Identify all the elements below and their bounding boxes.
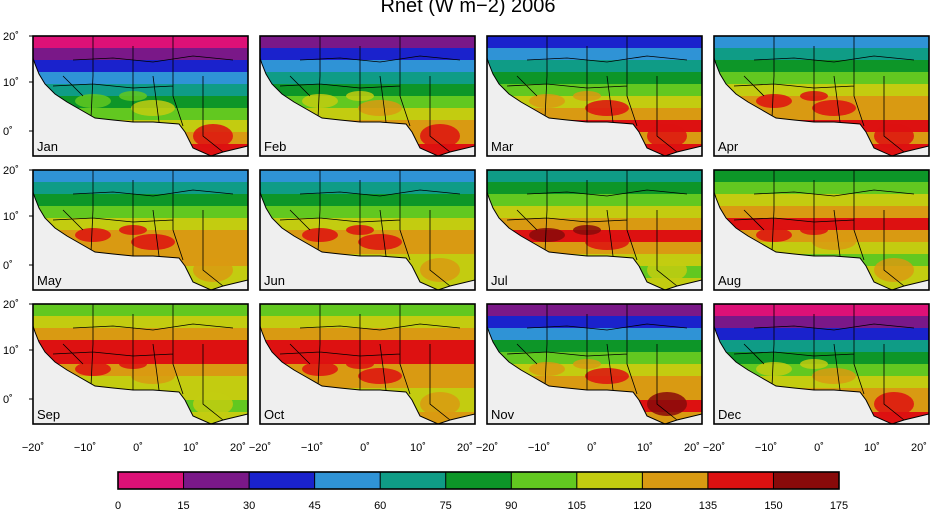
month-label: Feb bbox=[264, 139, 286, 154]
colorbar-swatch bbox=[511, 472, 578, 489]
lon-tick-label: −10˚ bbox=[74, 442, 96, 454]
lat-tick-label: 10˚ bbox=[3, 345, 19, 357]
lon-tick-label: 20˚ bbox=[457, 442, 473, 454]
lon-tick-label: 10˚ bbox=[864, 442, 880, 454]
lat-tick-label: 10˚ bbox=[3, 211, 19, 223]
map-panel-aug: Aug bbox=[713, 169, 930, 291]
lon-tick-label: −10˚ bbox=[755, 442, 777, 454]
map-panel-jun: Jun bbox=[259, 169, 476, 291]
lon-tick-label: 20˚ bbox=[684, 442, 700, 454]
map-panel-nov: Nov bbox=[486, 303, 703, 425]
colorbar-swatch bbox=[183, 472, 250, 489]
lat-tick-label: 10˚ bbox=[3, 77, 19, 89]
map-panel-jul: Jul bbox=[486, 169, 703, 291]
month-label: Mar bbox=[491, 139, 514, 154]
colorbar-tick-label: 175 bbox=[830, 500, 848, 512]
colorbar-swatch bbox=[380, 472, 447, 489]
map-panel-may: May bbox=[32, 169, 249, 291]
map-panel-dec: Dec bbox=[713, 303, 930, 425]
lon-tick-label: −20˚ bbox=[703, 442, 725, 454]
lon-tick-label: 0˚ bbox=[360, 442, 370, 454]
lat-tick-label: 20˚ bbox=[3, 299, 19, 311]
month-label: Nov bbox=[491, 407, 515, 422]
map-panel-jan: Jan bbox=[32, 35, 249, 157]
lon-tick-label: 20˚ bbox=[911, 442, 927, 454]
lon-tick-label: 0˚ bbox=[133, 442, 143, 454]
lon-tick-label: 0˚ bbox=[587, 442, 597, 454]
colorbar-swatch bbox=[118, 472, 184, 489]
month-label: Jul bbox=[491, 273, 508, 288]
lon-tick-label: −10˚ bbox=[301, 442, 323, 454]
colorbar-swatch bbox=[707, 472, 774, 489]
colorbar-swatch bbox=[773, 472, 840, 489]
lon-tick-label: −10˚ bbox=[528, 442, 550, 454]
colorbar-swatch bbox=[445, 472, 512, 489]
month-label: May bbox=[37, 273, 62, 288]
lon-tick-label: −20˚ bbox=[22, 442, 44, 454]
month-label: Oct bbox=[264, 407, 285, 422]
figure-title: Rnet (W m−2) 2006 bbox=[380, 0, 556, 17]
lon-tick-label: 10˚ bbox=[410, 442, 426, 454]
lon-tick-label: 10˚ bbox=[637, 442, 653, 454]
colorbar-tick-label: 0 bbox=[115, 500, 121, 512]
lat-tick-label: 0˚ bbox=[3, 126, 13, 138]
colorbar-tick-label: 120 bbox=[633, 500, 651, 512]
colorbar-legend: 0 15 30 45 60 75 90 105 120 135 150 175 bbox=[115, 471, 848, 512]
colorbar-swatch bbox=[576, 472, 643, 489]
colorbar-tick-label: 150 bbox=[764, 500, 782, 512]
colorbar-tick-label: 75 bbox=[440, 500, 452, 512]
lon-tick-label: 10˚ bbox=[183, 442, 199, 454]
colorbar-swatch bbox=[249, 472, 316, 489]
month-label: Jun bbox=[264, 273, 285, 288]
lon-tick-label: −20˚ bbox=[476, 442, 498, 454]
lat-tick-label: 20˚ bbox=[3, 31, 19, 43]
map-panel-feb: Feb bbox=[259, 35, 476, 157]
colorbar-swatch bbox=[642, 472, 709, 489]
map-panel-apr: Apr bbox=[713, 35, 930, 157]
map-panel-sep: Sep bbox=[32, 303, 249, 425]
colorbar-tick-label: 90 bbox=[505, 500, 517, 512]
map-panel-oct: Oct bbox=[259, 303, 476, 425]
colorbar-tick-label: 60 bbox=[374, 500, 386, 512]
colorbar-swatch bbox=[314, 472, 381, 489]
colorbar-tick-label: 135 bbox=[699, 500, 717, 512]
colorbar-tick-label: 105 bbox=[568, 500, 586, 512]
colorbar-tick-label: 15 bbox=[177, 500, 189, 512]
month-label: Aug bbox=[718, 273, 741, 288]
lon-tick-label: −20˚ bbox=[249, 442, 271, 454]
lon-tick-label: 20˚ bbox=[230, 442, 246, 454]
lon-tick-label: 0˚ bbox=[814, 442, 824, 454]
map-panel-mar: Mar bbox=[486, 35, 703, 157]
lat-tick-label: 20˚ bbox=[3, 165, 19, 177]
month-label: Sep bbox=[37, 407, 60, 422]
month-label: Dec bbox=[718, 407, 742, 422]
colorbar-tick-label: 30 bbox=[243, 500, 255, 512]
lat-tick-label: 0˚ bbox=[3, 260, 13, 272]
colorbar-tick-label: 45 bbox=[308, 500, 320, 512]
lat-tick-label: 0˚ bbox=[3, 394, 13, 406]
month-label: Jan bbox=[37, 139, 58, 154]
month-label: Apr bbox=[718, 139, 739, 154]
